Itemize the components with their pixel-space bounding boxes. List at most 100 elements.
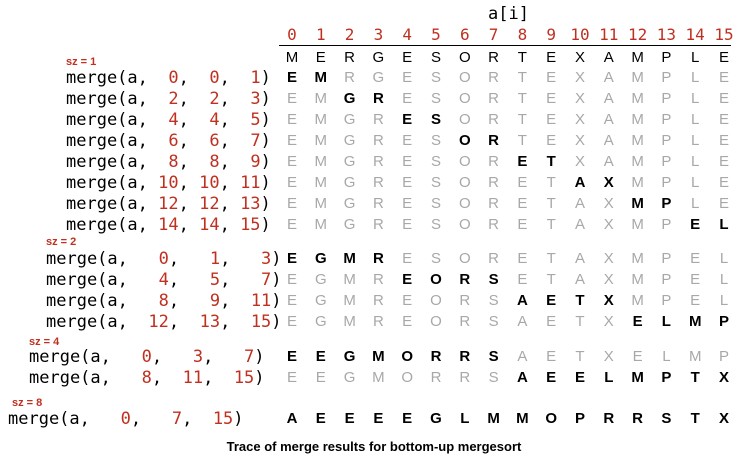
- merge-arg-hi: 9: [250, 152, 261, 172]
- index-label: 15: [714, 25, 734, 44]
- array-cell: E: [546, 348, 557, 365]
- merge-call: merge(a, 10, 10, 11): [66, 173, 271, 193]
- merge-call: merge(a, 0, 3, 7): [29, 347, 265, 367]
- merge-arg-mid: 8: [209, 152, 220, 172]
- array-cell: T: [546, 250, 556, 267]
- array-cell: G: [314, 271, 327, 288]
- merge-call: merge(a, 2, 2, 3): [66, 89, 271, 109]
- merge-arg-mid: 10: [199, 173, 220, 193]
- array-cell: A: [517, 348, 528, 365]
- array-cell: S: [488, 313, 499, 330]
- merge-arg-lo: 4: [158, 270, 169, 290]
- array-cell: L: [719, 292, 729, 309]
- pass-size-label: sz = 1: [66, 56, 97, 68]
- array-cell: R: [488, 69, 500, 86]
- merge-arg-mid: 5: [209, 270, 221, 290]
- array-cell: E: [402, 271, 413, 288]
- array-cell: T: [690, 410, 700, 427]
- array-cell: M: [631, 174, 644, 191]
- array-cell: S: [430, 132, 441, 149]
- array-cell: E: [402, 292, 413, 309]
- array-cell: S: [430, 216, 441, 233]
- array-cell: T: [575, 313, 585, 330]
- array-cell: L: [460, 410, 470, 427]
- array-cell: G: [314, 313, 327, 330]
- array-cell: A: [574, 250, 585, 267]
- merge-arg-mid: 12: [199, 194, 220, 214]
- array-cell: M: [343, 250, 356, 267]
- array-cell: E: [286, 69, 297, 86]
- array-cell: E: [286, 132, 297, 149]
- array-cell: R: [344, 49, 356, 66]
- array-cell: T: [575, 348, 585, 365]
- array-cell: E: [286, 250, 297, 267]
- array-cell: S: [430, 153, 441, 170]
- array-cell: E: [718, 195, 729, 212]
- array-cell: A: [603, 153, 614, 170]
- array-cell: E: [402, 153, 413, 170]
- array-cell: P: [661, 90, 672, 107]
- array-cell: R: [372, 90, 384, 107]
- array-cell: R: [488, 250, 500, 267]
- merge-arg-hi: 15: [250, 312, 272, 332]
- array-cell: A: [603, 111, 614, 128]
- pass-size-label: sz = 4: [29, 336, 60, 348]
- array-cell: E: [402, 90, 413, 107]
- array-cell: E: [546, 292, 557, 309]
- merge-arg-mid: 11: [182, 368, 204, 388]
- array-cell: X: [574, 49, 585, 66]
- merge-arg-lo: 14: [158, 215, 179, 235]
- array-cell: O: [430, 292, 442, 309]
- merge-call: merge(a, 0, 1, 3): [46, 249, 282, 269]
- array-cell: G: [343, 195, 356, 212]
- merge-arg-hi: 15: [233, 368, 255, 388]
- array-cell: L: [719, 271, 729, 288]
- array-cell: P: [661, 111, 672, 128]
- array-cell: T: [517, 111, 527, 128]
- array-cell: E: [286, 369, 297, 386]
- merge-call: merge(a, 0, 0, 1): [66, 68, 271, 88]
- array-cell: S: [488, 348, 499, 365]
- array-cell: X: [718, 369, 729, 386]
- array-cell: X: [603, 271, 614, 288]
- array-cell: P: [661, 271, 672, 288]
- merge-arg-lo: 6: [168, 131, 179, 151]
- array-cell: L: [691, 153, 700, 170]
- array-cell: S: [430, 69, 441, 86]
- array-cell: T: [546, 271, 556, 288]
- array-cell: P: [661, 132, 672, 149]
- merge-call: merge(a, 6, 6, 7): [66, 131, 271, 151]
- array-cell: M: [631, 216, 644, 233]
- array-cell: E: [690, 292, 701, 309]
- merge-call: merge(a, 0, 7, 15): [8, 409, 244, 429]
- array-cell: E: [718, 49, 729, 66]
- array-cell: X: [603, 250, 614, 267]
- array-cell: P: [661, 195, 672, 212]
- array-cell: M: [688, 348, 702, 365]
- array-cell: R: [459, 271, 471, 288]
- array-cell: T: [517, 69, 527, 86]
- array-cell: G: [372, 49, 385, 66]
- array-cell: P: [661, 292, 672, 309]
- figure-caption: Trace of merge results for bottom-up mer…: [226, 439, 522, 454]
- array-cell: X: [603, 292, 614, 309]
- array-cell: X: [574, 153, 585, 170]
- array-cell: G: [372, 69, 385, 86]
- array-cell: S: [488, 271, 499, 288]
- array-cell: P: [661, 216, 672, 233]
- merge-arg-hi: 3: [250, 89, 261, 109]
- array-cell: R: [372, 174, 384, 191]
- array-cell: E: [286, 271, 297, 288]
- array-cell: X: [603, 195, 614, 212]
- array-cell: T: [546, 153, 556, 170]
- array-cell: T: [690, 369, 700, 386]
- merge-call: merge(a, 8, 8, 9): [66, 152, 271, 172]
- array-cell: R: [372, 153, 384, 170]
- merge-arg-lo: 8: [158, 291, 169, 311]
- array-cell: P: [574, 410, 585, 427]
- merge-arg-mid: 7: [171, 409, 183, 429]
- array-cell: E: [286, 195, 297, 212]
- array-cell: M: [314, 132, 328, 149]
- array-cell: X: [603, 348, 614, 365]
- array-cell: E: [690, 216, 701, 233]
